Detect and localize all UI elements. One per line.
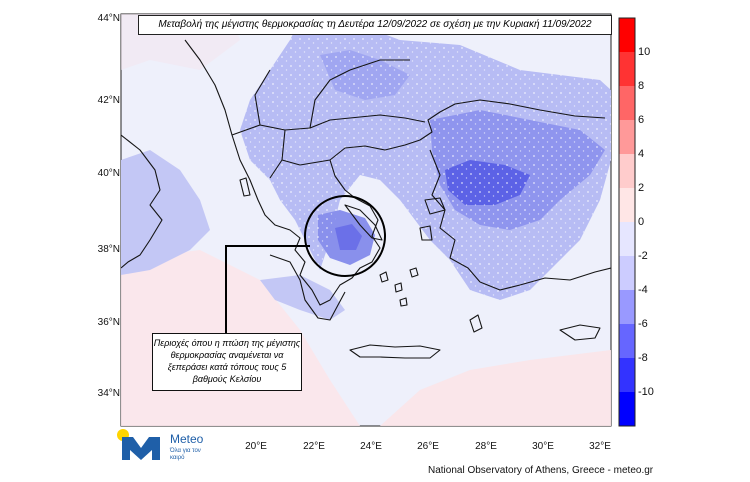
island-corfu	[239, 177, 251, 197]
colorbar-cell-6	[619, 188, 635, 222]
lon-label-26: 26°E	[417, 441, 439, 452]
lon-label-20: 20°E	[245, 441, 267, 452]
coastline-peloponnese	[269, 254, 346, 321]
lon-label-28: 28°E	[475, 441, 497, 452]
colorbar-label: -8	[638, 352, 648, 364]
colorbar-label: -4	[638, 284, 648, 296]
colorbar-cell-10	[619, 324, 635, 358]
colorbar-label: 6	[638, 114, 645, 126]
cooling-area	[260, 275, 345, 320]
coastline-italy	[121, 134, 163, 269]
significance-stipple	[240, 20, 611, 300]
lon-label-30: 30°E	[532, 441, 554, 452]
colorbar-cell-11	[619, 358, 635, 392]
colorbar-label: 8	[638, 80, 645, 92]
colorbar-cell-7	[619, 222, 635, 256]
colorbar-label: 4	[638, 148, 645, 160]
warm-anomaly-area	[380, 350, 611, 426]
lon-label-22: 22°E	[303, 441, 325, 452]
map-title: Μεταβολή της μέγιστης θερμοκρασίας τη Δε…	[138, 15, 612, 35]
lat-label-38: 38°N	[97, 244, 120, 255]
annotation-note: Περιοχές όπου η πτώση της μέγιστης θερμο…	[152, 333, 302, 391]
colorbar-label: -10	[638, 386, 654, 398]
lat-label-40: 40°N	[97, 168, 120, 179]
lon-label-32: 32°E	[589, 441, 611, 452]
colorbar-cell-12	[619, 392, 635, 426]
cooling-area	[121, 150, 210, 275]
colorbar-label: 2	[638, 182, 645, 194]
lat-label-44: 44°N	[97, 13, 120, 24]
logo-m-icon	[122, 437, 160, 460]
coastline-balkans	[184, 39, 606, 306]
island-cyprus	[559, 324, 601, 341]
island-cyclades	[379, 267, 419, 307]
source-credit: National Observatory of Athens, Greece -…	[428, 465, 654, 476]
colorbar-cell-3	[619, 86, 635, 120]
colorbar-label: -2	[638, 250, 648, 262]
max-cooling-area	[335, 224, 362, 250]
island-crete	[349, 344, 441, 359]
colorbar-cell-1	[619, 18, 635, 52]
lat-label-34: 34°N	[97, 388, 120, 399]
logo-tagline: Όλα για τον καιρό	[170, 448, 201, 461]
colorbar-cell-9	[619, 290, 635, 324]
colorbar-cell-8	[619, 256, 635, 290]
highlight-ellipse	[304, 195, 386, 277]
coastline-anatolia	[429, 149, 611, 291]
colorbar-frame	[618, 17, 636, 427]
colorbar-cell-5	[619, 154, 635, 188]
colorbar-label: 0	[638, 216, 645, 228]
colorbar-cell-2	[619, 52, 635, 86]
colorbar	[618, 17, 636, 427]
colorbar-label: -6	[638, 318, 648, 330]
island-chios	[419, 225, 433, 241]
logo-name: Meteo	[170, 432, 204, 446]
meteo-logo	[117, 429, 160, 460]
island-rhodes	[469, 314, 483, 333]
border-lines	[231, 59, 426, 179]
island-euboea	[344, 204, 383, 241]
annotation-arrow	[225, 245, 310, 333]
lon-label-24: 24°E	[360, 441, 382, 452]
lat-label-36: 36°N	[97, 317, 120, 328]
colorbar-cell-4	[619, 120, 635, 154]
colorbar-label: 10	[638, 46, 651, 58]
island-lesvos	[424, 197, 446, 215]
lat-label-42: 42°N	[97, 95, 120, 106]
